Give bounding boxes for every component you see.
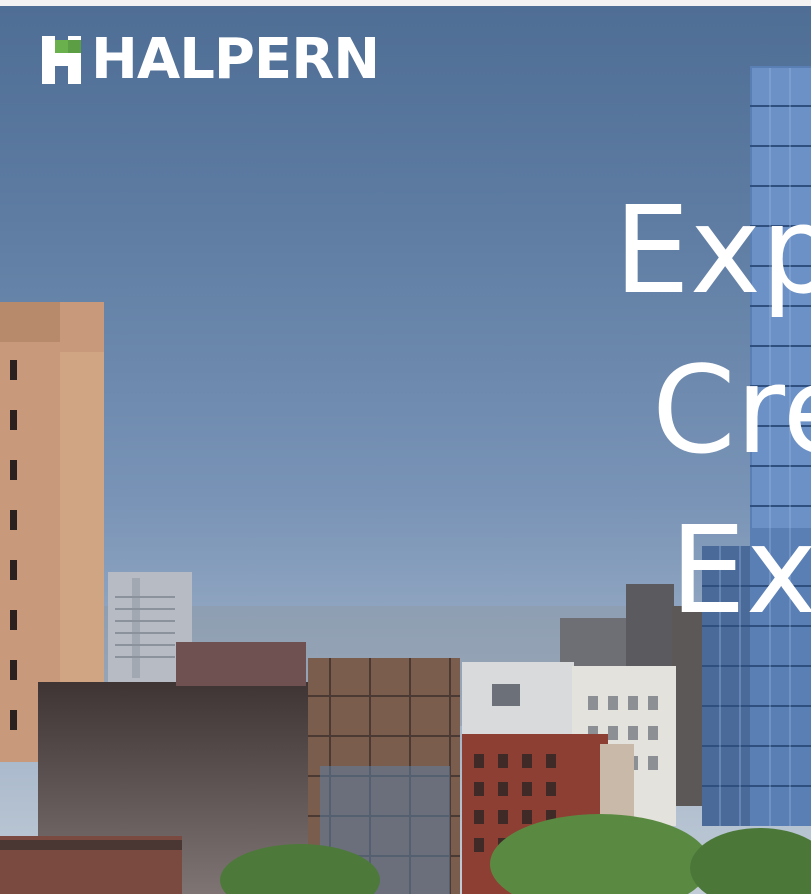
city-skyline-image <box>0 66 811 894</box>
headline-line-1: Exp <box>614 182 811 321</box>
top-strip <box>0 0 811 6</box>
hero-banner: HALPERN Exp Cre Ex <box>0 6 811 894</box>
logo-text: HALPERN <box>91 27 380 92</box>
headline-line-3: Ex <box>670 502 811 641</box>
headline-line-2: Cre <box>652 342 811 481</box>
logo-grid-icon <box>42 36 81 84</box>
hero-headline: Exp Cre Ex <box>614 172 811 652</box>
halpern-logo[interactable]: HALPERN <box>42 27 380 92</box>
